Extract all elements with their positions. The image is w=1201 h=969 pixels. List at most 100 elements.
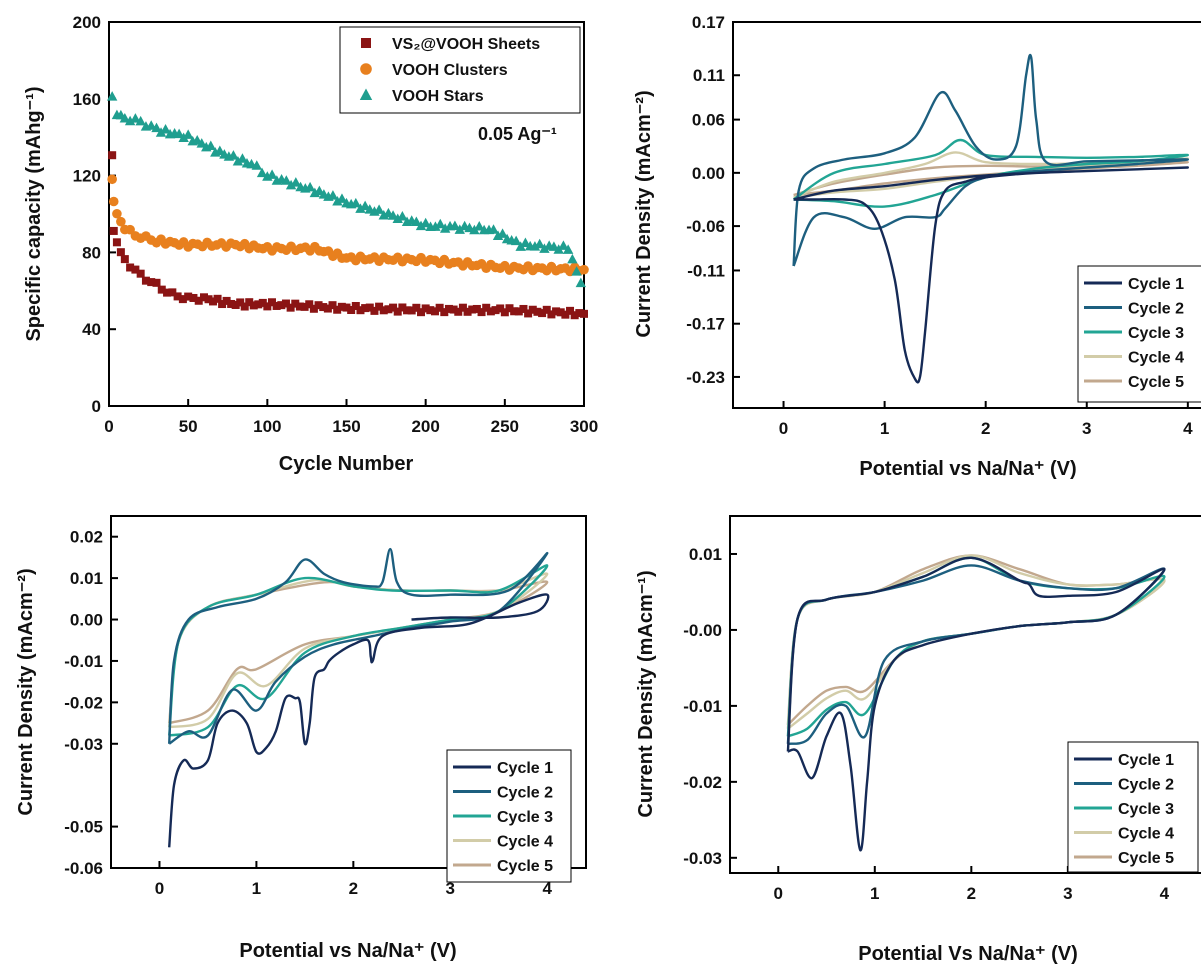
data-point: [328, 301, 337, 310]
data-point: [319, 303, 328, 312]
legend: Cycle 1 Cycle 2 Cycle 3 Cycle 4 Cycle 5: [446, 749, 572, 883]
x-tick-label: 100: [253, 417, 281, 436]
y-tick-label: 200: [73, 13, 101, 32]
data-point: [135, 115, 146, 126]
data-point: [266, 169, 278, 179]
data-point: [130, 113, 141, 123]
data-point: [435, 218, 446, 229]
data-point: [570, 311, 579, 320]
data-point: [256, 167, 268, 178]
capacity-panel: 0 50 100 150 200 250 300 0 40 80 120 160 200 Cycle N…: [23, 13, 598, 475]
data-point: [336, 193, 348, 203]
data-point: [240, 302, 249, 311]
y-tick-label: 0.02: [70, 528, 103, 547]
data-point: [359, 200, 371, 211]
data-point: [505, 304, 514, 313]
data-point: [120, 255, 129, 264]
data-point: [468, 305, 477, 314]
data-point: [556, 308, 565, 317]
data-point: [231, 300, 240, 309]
y-tick-label: -0.03: [683, 849, 722, 868]
x-tick-label: 1: [880, 419, 889, 438]
cv-curve-cycle-4: [168, 572, 549, 729]
legend: Cycle 1 Cycle 2 Cycle 3 Cycle 4 Cycle 5: [1067, 741, 1199, 873]
y-tick-label: 0.00: [70, 611, 103, 630]
y-tick-label: 120: [73, 167, 101, 186]
data-point: [108, 196, 119, 207]
cv-panel-bottom-right: 0 1 2 3 4 0.01 -0.00 -0.01 -0.02 -0.03 Potential …: [635, 515, 1201, 965]
data-point: [552, 307, 561, 316]
x-tick-label: 3: [1082, 419, 1091, 438]
y-tick-label: -0.03: [64, 735, 103, 754]
data-point: [291, 299, 300, 308]
data-point: [491, 306, 500, 315]
legend-label: Cycle 2: [1128, 301, 1184, 318]
data-point: [351, 302, 360, 311]
data-point: [529, 241, 541, 251]
data-point: [510, 235, 522, 246]
legend-label: Cycle 1: [497, 760, 553, 777]
data-point: [482, 303, 491, 312]
data-point: [151, 122, 162, 133]
data-point: [300, 302, 309, 311]
data-point: [109, 226, 118, 235]
data-point: [173, 292, 182, 301]
data-point: [524, 309, 533, 318]
data-point: [580, 309, 588, 318]
data-point: [286, 303, 295, 312]
data-point: [350, 197, 362, 208]
data-point: [528, 305, 537, 314]
data-point: [214, 145, 226, 155]
x-tick-label: 2: [349, 879, 358, 898]
y-tick-label: -0.06: [64, 859, 103, 878]
legend-label: Cycle 4: [1128, 350, 1184, 367]
data-point: [131, 265, 140, 274]
y-tick-label: -0.05: [64, 818, 103, 837]
y-axis-title: Specific capacity (mAhg⁻¹): [23, 86, 45, 341]
data-point: [141, 276, 150, 285]
x-axis-title: Potential vs Na/Na⁺ (V): [239, 940, 456, 962]
data-point: [474, 221, 485, 231]
data-point: [228, 150, 239, 160]
cv-curve-cycle-2: [786, 564, 1166, 746]
data-point: [373, 204, 385, 214]
data-point: [375, 302, 384, 311]
data-point: [213, 294, 222, 303]
y-tick-label: 0.01: [689, 545, 722, 564]
data-point: [463, 307, 472, 316]
x-axis-title: Potential vs Na/Na⁺ (V): [859, 458, 1076, 480]
cv-curve-cycle-5: [793, 160, 1189, 197]
legend-label: VOOH Stars: [392, 88, 484, 105]
x-tick-label: 0: [104, 417, 113, 436]
data-point: [412, 303, 421, 312]
legend-label: Cycle 3: [1118, 801, 1174, 818]
data-point: [178, 132, 189, 142]
data-point: [370, 306, 379, 315]
x-tick-label: 1: [252, 879, 261, 898]
data-point: [136, 269, 145, 278]
data-point: [126, 263, 135, 272]
cv-curve-cycle-3: [792, 138, 1189, 208]
x-tick-label: 150: [332, 417, 360, 436]
cv-curve-cycle-3: [168, 564, 549, 737]
data-point: [411, 216, 422, 226]
data-point: [267, 298, 276, 307]
data-point: [520, 237, 531, 247]
data-point: [510, 307, 519, 316]
data-point: [327, 190, 339, 200]
x-tick-label: 2: [967, 884, 976, 903]
data-point: [263, 302, 272, 311]
legend: VS₂@VOOH Sheets VOOH Clusters VOOH Stars: [339, 26, 581, 114]
data-point: [571, 266, 582, 276]
data-point: [209, 297, 218, 306]
y-tick-label: 0: [92, 397, 101, 416]
data-point: [361, 304, 370, 313]
x-tick-label: 1: [870, 884, 879, 903]
x-tick-label: 0: [774, 884, 783, 903]
x-tick-label: 4: [1183, 419, 1193, 438]
legend-frame: [339, 26, 581, 114]
legend-label: Cycle 3: [497, 809, 553, 826]
data-point: [245, 298, 254, 307]
data-point: [204, 295, 213, 304]
